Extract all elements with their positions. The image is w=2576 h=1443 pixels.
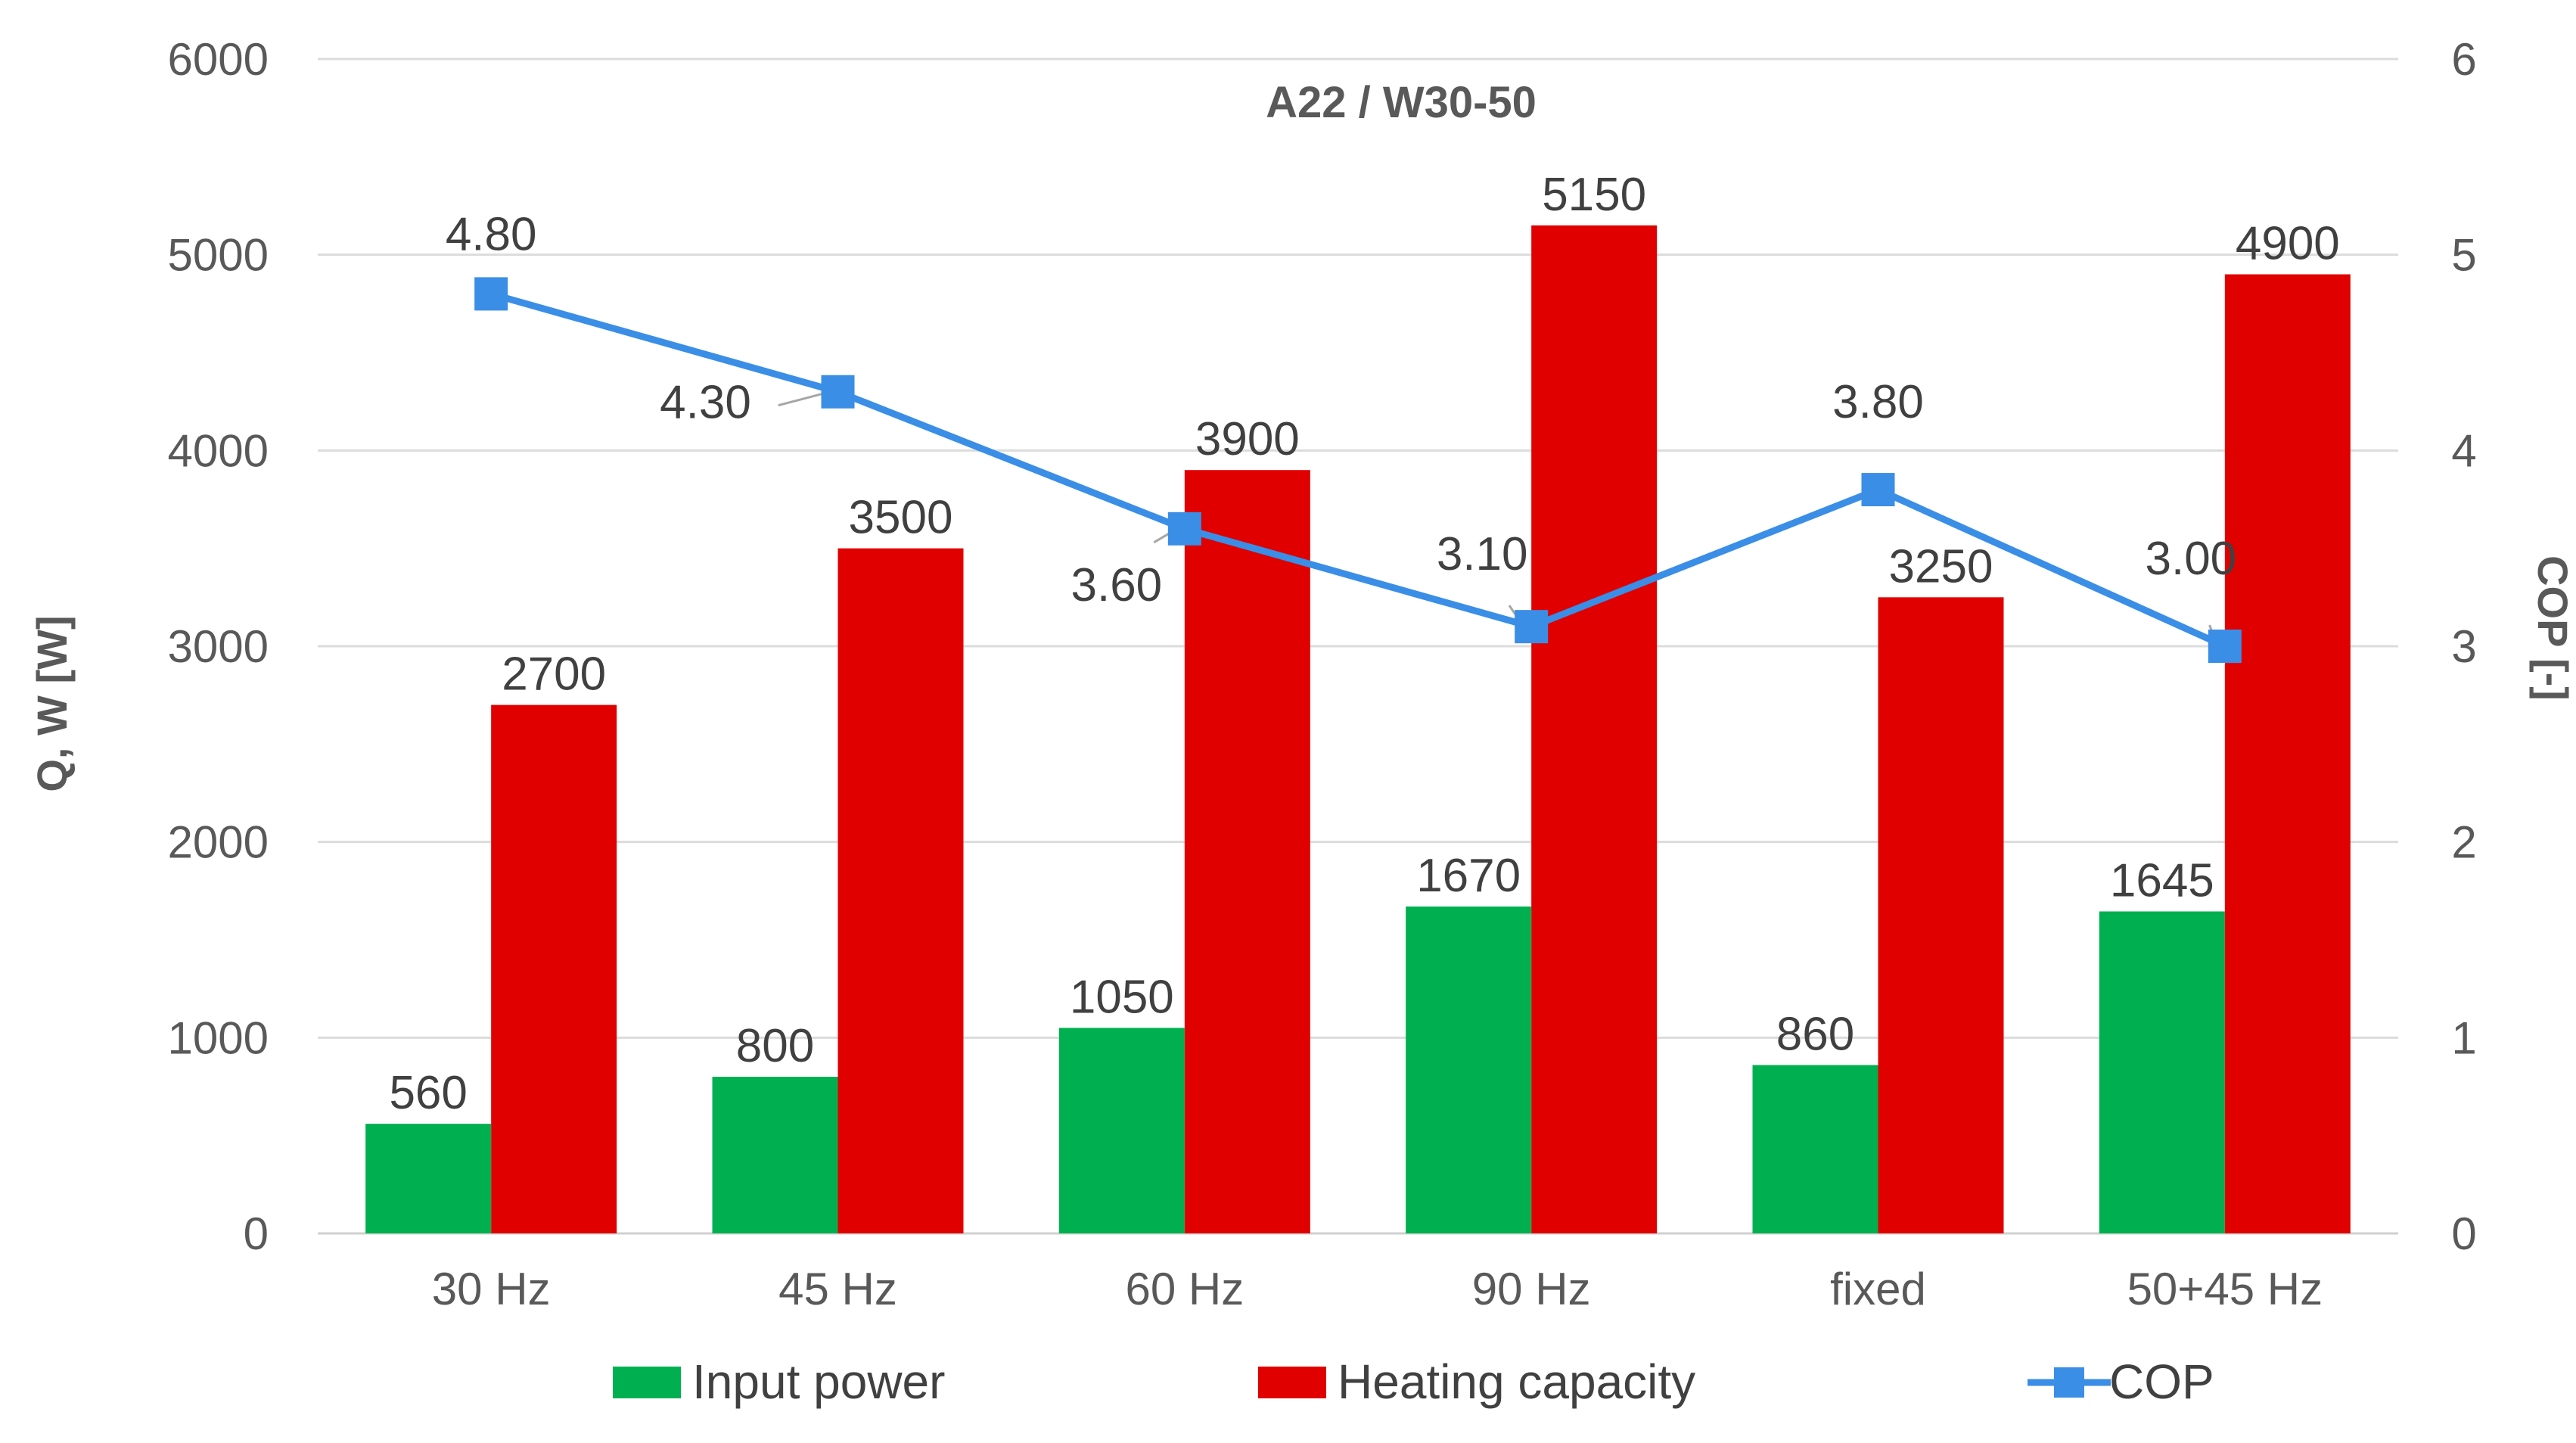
legend-swatch-input-power <box>613 1367 681 1398</box>
data-label-cop: 4.30 <box>660 377 751 429</box>
right-axis-ticks: 0 1 2 3 4 5 6 <box>2451 34 2476 1259</box>
data-label-heating-capacity: 5150 <box>1542 169 1646 221</box>
category-axis: 30 Hz 45 Hz 60 Hz 90 Hz fixed 50+45 Hz <box>432 1264 2323 1314</box>
legend-label-input-power: Input power <box>692 1354 945 1409</box>
gridlines <box>318 58 2398 1235</box>
data-label-cop: 3.00 <box>2145 533 2236 585</box>
data-label-input-power: 1050 <box>1070 971 1174 1023</box>
y2-tick-label: 4 <box>2451 425 2476 476</box>
x-tick-label: 90 Hz <box>1472 1264 1591 1314</box>
cop-marker <box>1515 610 1549 644</box>
bar-input-power <box>2099 911 2225 1233</box>
data-label-cop: 3.60 <box>1070 559 1162 611</box>
data-label-heating-capacity: 3500 <box>849 492 953 544</box>
data-label-input-power: 1670 <box>1416 850 1521 902</box>
cop-marker <box>2208 630 2242 663</box>
data-label-heating-capacity: 3250 <box>1889 540 1993 592</box>
data-label-input-power: 560 <box>389 1067 467 1119</box>
x-tick-label: 60 Hz <box>1125 1264 1244 1314</box>
bar-heating-capacity <box>1531 225 1658 1233</box>
cop-marker <box>474 277 508 311</box>
y-tick-label: 5000 <box>168 230 269 281</box>
y-tick-label: 3000 <box>168 621 269 672</box>
cop-line-group <box>474 277 2242 663</box>
x-tick-label: fixed <box>1830 1264 1926 1314</box>
bars <box>365 225 2351 1233</box>
x-tick-label: 30 Hz <box>432 1264 551 1314</box>
data-label-input-power: 860 <box>1776 1009 1854 1061</box>
chart-title: A22 / W30-50 <box>1266 78 1537 127</box>
bar-input-power <box>1752 1065 1878 1233</box>
bar-heating-capacity <box>837 548 964 1233</box>
cop-marker <box>1167 512 1201 546</box>
cop-marker <box>821 375 855 409</box>
legend-label-cop: COP <box>2109 1354 2214 1409</box>
cop-marker <box>1861 473 1895 507</box>
y2-tick-label: 6 <box>2451 34 2476 85</box>
data-labels: 560 2700 800 3500 1050 3900 1670 5150 860 3250 164… <box>389 169 2339 1119</box>
legend-label-heating-capacity: Heating capacity <box>1338 1354 1695 1409</box>
y-tick-label: 6000 <box>168 34 269 85</box>
y-tick-label: 1000 <box>168 1012 269 1063</box>
y-tick-label: 2000 <box>168 817 269 868</box>
x-tick-label: 45 Hz <box>778 1264 897 1314</box>
data-label-cop: 3.10 <box>1437 528 1528 580</box>
bar-heating-capacity <box>1878 597 2004 1233</box>
left-axis-ticks: 0 1000 2000 3000 4000 5000 6000 <box>168 34 269 1259</box>
bar-input-power <box>1058 1028 1185 1233</box>
y-axis-title: Q, W [W] <box>28 615 76 791</box>
bar-input-power <box>712 1077 838 1233</box>
bar-input-power <box>1406 907 1532 1233</box>
y-tick-label: 4000 <box>168 425 269 476</box>
data-label-heating-capacity: 4900 <box>2236 218 2340 270</box>
y-tick-label: 0 <box>244 1208 269 1259</box>
data-label-cop: 4.80 <box>446 208 537 260</box>
cop-line <box>489 291 2226 650</box>
bar-heating-capacity <box>2224 274 2351 1233</box>
y2-tick-label: 5 <box>2451 230 2476 281</box>
x-tick-label: 50+45 Hz <box>2127 1264 2323 1314</box>
y2-axis-title: COP [-] <box>2529 555 2576 701</box>
data-label-heating-capacity: 3900 <box>1195 413 1300 465</box>
y2-tick-label: 2 <box>2451 817 2476 868</box>
y2-tick-label: 3 <box>2451 621 2476 672</box>
bar-heating-capacity <box>1184 470 1310 1233</box>
data-label-cop: 3.80 <box>1832 376 1924 428</box>
data-label-input-power: 800 <box>736 1020 814 1072</box>
legend: Input power Heating capacity COP <box>613 1354 2214 1409</box>
y2-tick-label: 1 <box>2451 1012 2476 1063</box>
bar-heating-capacity <box>491 704 617 1233</box>
y2-tick-label: 0 <box>2451 1208 2476 1259</box>
bar-input-power <box>365 1124 492 1233</box>
data-label-heating-capacity: 2700 <box>502 648 606 701</box>
legend-swatch-heating-capacity <box>1258 1367 1326 1398</box>
legend-marker-cop <box>2054 1367 2084 1398</box>
data-label-input-power: 1645 <box>2110 854 2214 907</box>
